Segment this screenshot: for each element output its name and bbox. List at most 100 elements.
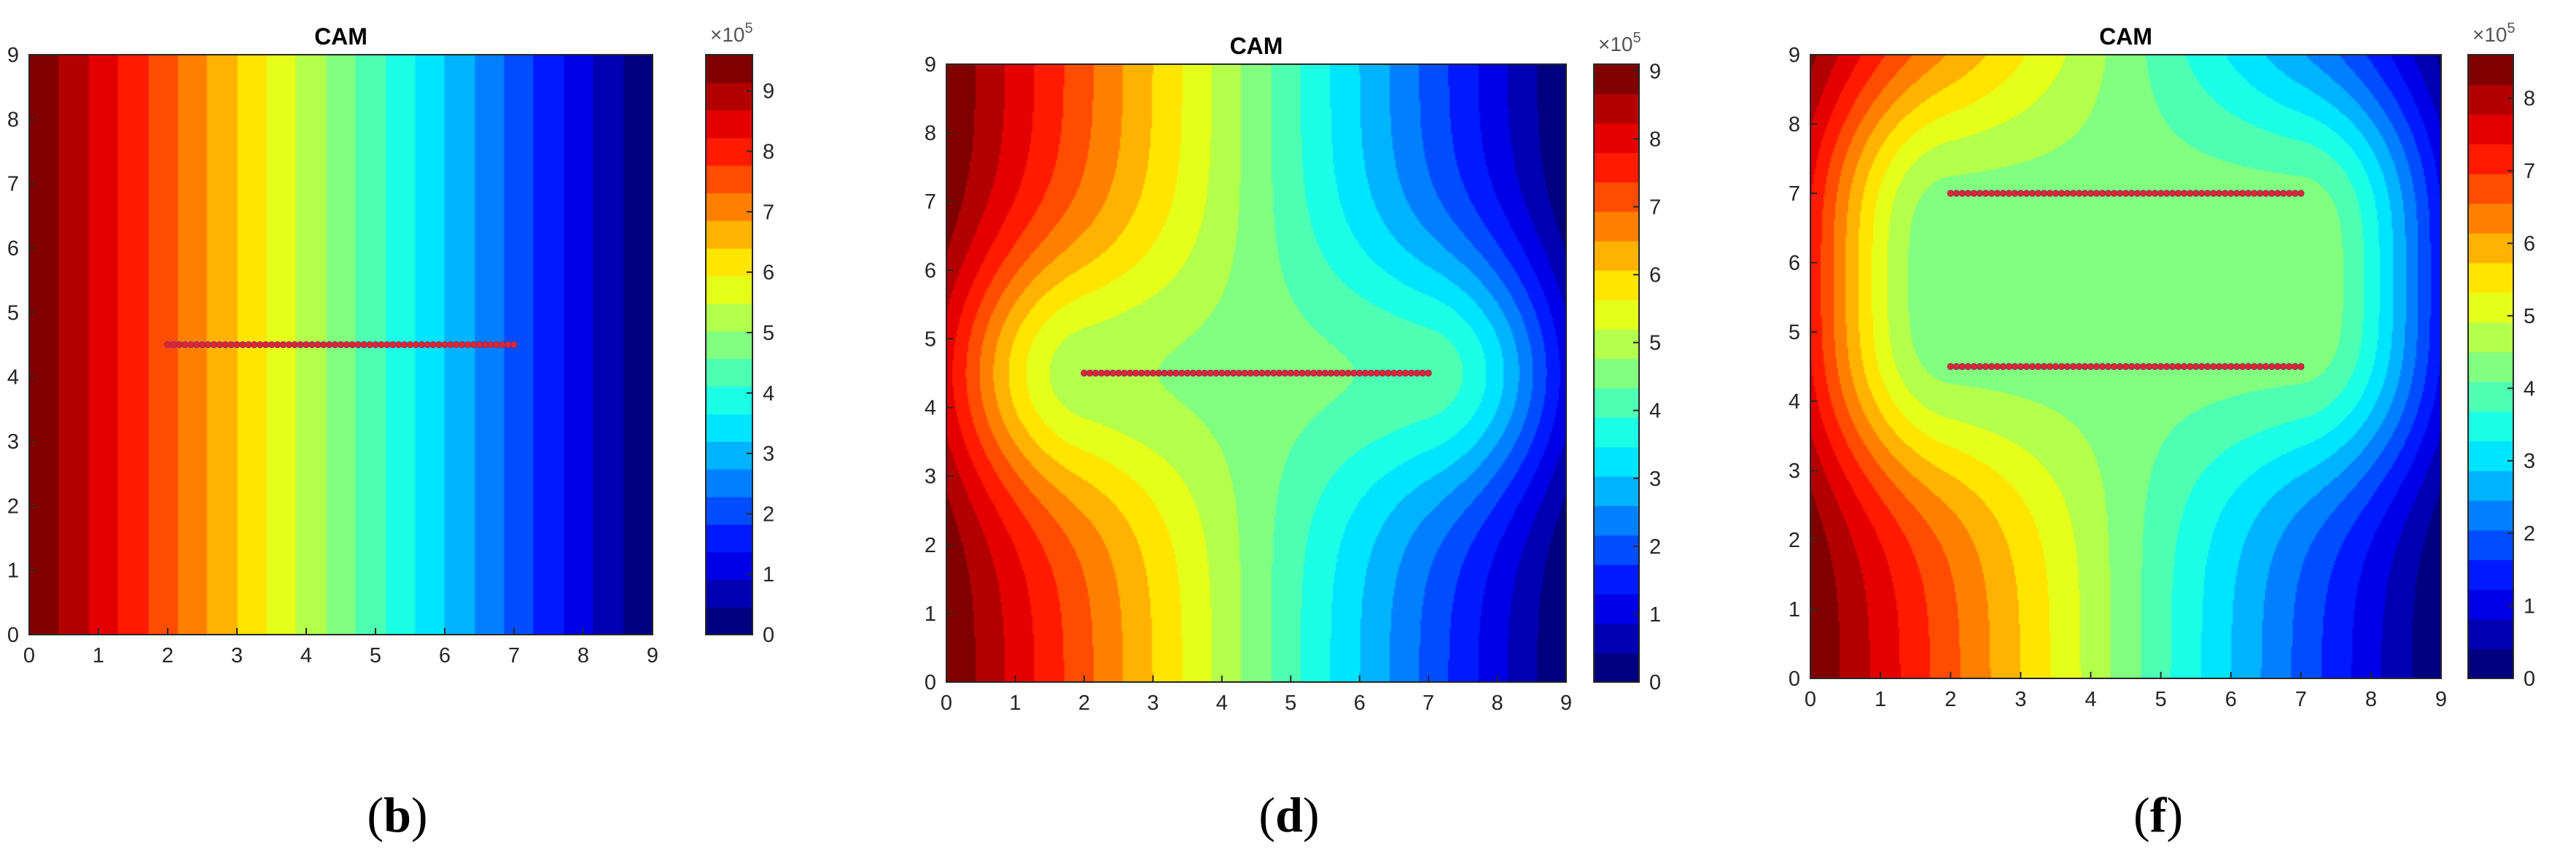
fracture-point [1195, 369, 1202, 377]
y-tick-label: 1 [1789, 598, 1800, 621]
colorbar-tick-label: 5 [763, 322, 774, 345]
fracture-point [2157, 190, 2165, 197]
fracture-point [2104, 363, 2112, 371]
fracture-point [2023, 363, 2031, 371]
x-tick-label: 8 [2365, 688, 2377, 711]
fracture-point [1304, 369, 1312, 377]
fracture-point [2198, 363, 2206, 371]
fracture-point [2203, 190, 2211, 197]
fracture-point [2280, 190, 2287, 197]
fracture-point [1958, 363, 1966, 371]
fracture-point [447, 341, 454, 349]
fracture-point [2157, 363, 2165, 371]
colorbar-tick-label: 9 [763, 80, 774, 104]
fracture-point [349, 341, 357, 349]
fracture-point [2069, 363, 2077, 371]
fracture-point [1947, 190, 1954, 197]
fracture-point [406, 341, 414, 349]
fracture-point [470, 341, 478, 349]
fracture-point [1149, 369, 1157, 377]
colorbar-level [706, 551, 752, 581]
fracture-point [1373, 369, 1380, 377]
fracture-point [2046, 363, 2054, 371]
fracture-point [192, 341, 201, 349]
fracture-point [2098, 363, 2106, 371]
colorbar-level [1594, 270, 1639, 301]
x-tick-label: 9 [2435, 688, 2447, 711]
fracture-point [2227, 190, 2235, 197]
fracture-point [1264, 369, 1272, 377]
fracture-point [1976, 190, 1983, 197]
fracture-point [1299, 369, 1306, 377]
fracture-point [2139, 190, 2147, 197]
fracture-point [1132, 369, 1140, 377]
colorbar-level [706, 330, 752, 360]
fracture-point [204, 341, 212, 349]
fracture-point [239, 341, 246, 349]
fracture-point [2203, 363, 2211, 371]
y-tick-label: 0 [1789, 667, 1800, 691]
colorbar-level [706, 607, 752, 635]
colorbar-tick-label: 2 [763, 503, 774, 526]
fracture-point [343, 341, 351, 349]
colorbar-level [1594, 123, 1639, 153]
fracture-point [1081, 369, 1088, 377]
x-tick-label: 1 [93, 644, 104, 667]
fracture-point [291, 341, 298, 349]
colorbar-level [706, 468, 752, 497]
fracture-point [245, 341, 252, 349]
fracture-point [2017, 363, 2025, 371]
colorbar-exponent-power: 5 [745, 20, 753, 36]
fracture-point [268, 341, 276, 349]
fracture-point [2063, 363, 2071, 371]
fracture-point [1413, 369, 1421, 377]
fracture-point [2257, 190, 2264, 197]
fracture-point [1275, 369, 1283, 377]
colorbar-level [706, 579, 752, 608]
colorbar-level [1594, 93, 1639, 124]
fracture-point [412, 341, 420, 349]
fracture-point [378, 341, 385, 349]
y-tick-label: 5 [1789, 321, 1800, 344]
x-tick-label: 4 [1216, 692, 1228, 715]
fracture-point [2168, 190, 2176, 197]
colorbar-exponent-base: ×10 [2472, 23, 2507, 46]
fracture-point [499, 341, 506, 349]
fracture-point [384, 341, 391, 349]
fracture-point [372, 341, 379, 349]
fracture-point [256, 341, 264, 349]
colorbar-level [2468, 55, 2513, 85]
colorbar-tick-label: 6 [2524, 232, 2535, 255]
fracture-point [2292, 190, 2299, 197]
panel-letter-close: ) [411, 787, 428, 843]
fracture-point [2093, 190, 2101, 197]
fracture-point [1201, 369, 1208, 377]
fracture-point [2005, 363, 2013, 371]
fracture-point [337, 341, 345, 349]
panel-letter-open: ( [2133, 787, 2150, 843]
colorbar-level [2468, 530, 2513, 560]
fracture-point [1947, 363, 1954, 371]
colorbar-level [2468, 352, 2513, 382]
fracture-point [2093, 363, 2101, 371]
fracture-point [262, 341, 270, 349]
fracture-point [366, 341, 373, 349]
fracture-point [2286, 363, 2293, 371]
fracture-point [2075, 190, 2083, 197]
colorbar-tick-label: 9 [1649, 60, 1661, 83]
y-tick-label: 5 [925, 328, 936, 351]
colorbar-level [2468, 263, 2513, 293]
fracture-point [1379, 369, 1386, 377]
colorbar-level [1594, 564, 1639, 595]
colorbar-exponent: ×105 [710, 20, 753, 46]
plot-frame [1810, 54, 2442, 679]
colorbar-tick-label: 2 [1649, 535, 1661, 559]
x-tick-label: 9 [1560, 692, 1572, 715]
panel-letter-text: b [384, 787, 411, 843]
fracture-point [210, 341, 218, 349]
colorbar-level [706, 137, 752, 166]
y-tick-label: 3 [7, 430, 19, 454]
fracture-point [1092, 369, 1100, 377]
colorbar-level [1594, 387, 1639, 418]
